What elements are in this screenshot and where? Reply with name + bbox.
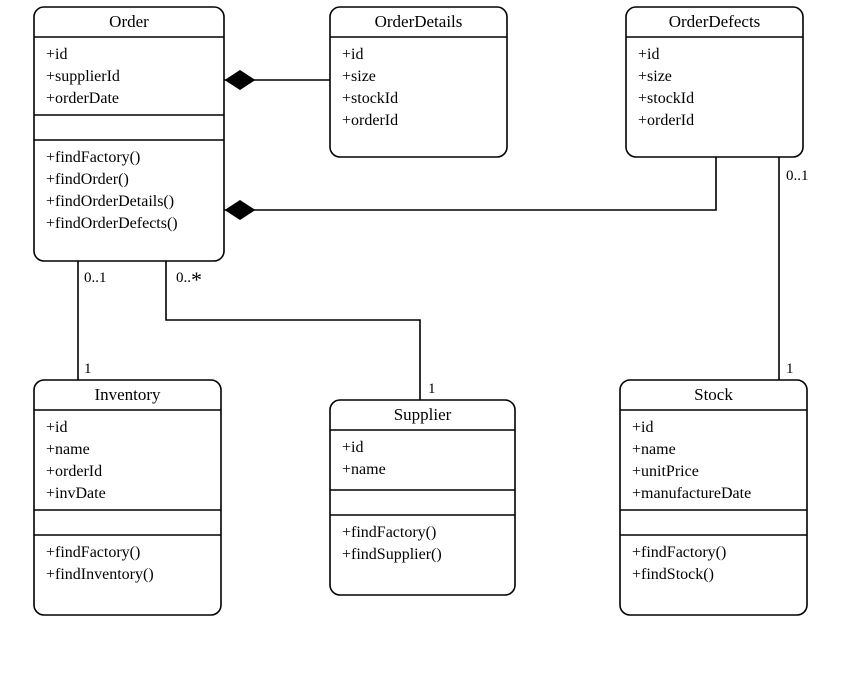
class-attribute: +size (638, 68, 672, 85)
class-attribute: +supplierId (46, 68, 120, 85)
class-attribute: +size (342, 68, 376, 85)
class-attribute: +id (632, 419, 653, 436)
class-orderDefects: OrderDefects +id +size +stockId +orderId (626, 7, 803, 157)
class-attribute: +orderId (46, 463, 102, 480)
class-attribute: +id (342, 439, 363, 456)
composition-diamond (226, 71, 254, 89)
edge-order-supplier: 0..* 1 (166, 261, 436, 400)
class-order: Order +id +supplierId +orderDate +findFactor… (34, 7, 224, 261)
class-attribute: +invDate (46, 485, 106, 502)
class-attribute: +manufactureDate (632, 485, 751, 502)
edge-order-inventory: 0..1 1 (78, 261, 107, 380)
class-method: +findOrderDefects() (46, 215, 178, 232)
class-attribute: +name (46, 441, 90, 458)
composition-diamond (226, 201, 254, 219)
class-title: Order (109, 12, 149, 31)
class-attribute: +stockId (342, 90, 398, 107)
multiplicity-label: 1 (786, 361, 794, 377)
class-attribute: +id (46, 419, 67, 436)
class-stock: Stock +id +name +unitPrice +manufactureDate +… (620, 380, 807, 615)
class-attribute: +orderDate (46, 90, 119, 107)
class-attribute: +id (638, 46, 659, 63)
class-attribute: +name (632, 441, 676, 458)
class-method: +findOrderDetails() (46, 193, 174, 210)
edge-order-orderdetails-diamond (224, 71, 330, 89)
class-method: +findFactory() (342, 524, 436, 541)
edge-orderdefects-stock: 0..1 1 (779, 157, 809, 380)
class-method: +findFactory() (46, 149, 140, 166)
uml-class-diagram: 0..1 1 0..* 1 0..1 1 Order +id +supplierId +order… (0, 0, 850, 681)
multiplicity-label: 0..1 (786, 168, 809, 184)
class-boxes: Order +id +supplierId +orderDate +findFactor… (34, 7, 807, 615)
class-attribute: +orderId (342, 112, 398, 129)
class-title: Stock (694, 385, 733, 404)
multiplicity-label: 1 (84, 361, 92, 377)
class-attribute: +id (342, 46, 363, 63)
class-attribute: +stockId (638, 90, 694, 107)
multiplicity-label: 1 (428, 381, 436, 397)
class-attribute: +name (342, 461, 386, 478)
class-method: +findStock() (632, 566, 714, 583)
class-method: +findInventory() (46, 566, 154, 583)
class-title: Inventory (94, 385, 161, 404)
class-title: Supplier (394, 405, 452, 424)
class-title: OrderDetails (375, 12, 463, 31)
multiplicity-label: 0..* (176, 267, 202, 292)
class-inventory: Inventory +id +name +orderId +invDate +findFa… (34, 380, 221, 615)
edge-order-orderdefects-diamond (224, 157, 716, 219)
class-method: +findSupplier() (342, 546, 442, 563)
class-orderDetails: OrderDetails +id +size +stockId +orderId (330, 7, 507, 157)
class-method: +findFactory() (632, 544, 726, 561)
class-method: +findOrder() (46, 171, 129, 188)
class-attribute: +unitPrice (632, 463, 699, 480)
class-title: OrderDefects (669, 12, 761, 31)
class-method: +findFactory() (46, 544, 140, 561)
class-attribute: +orderId (638, 112, 694, 129)
multiplicity-label: 0..1 (84, 270, 107, 286)
class-supplier: Supplier +id +name +findFactory() +findSuppl… (330, 400, 515, 595)
class-attribute: +id (46, 46, 67, 63)
